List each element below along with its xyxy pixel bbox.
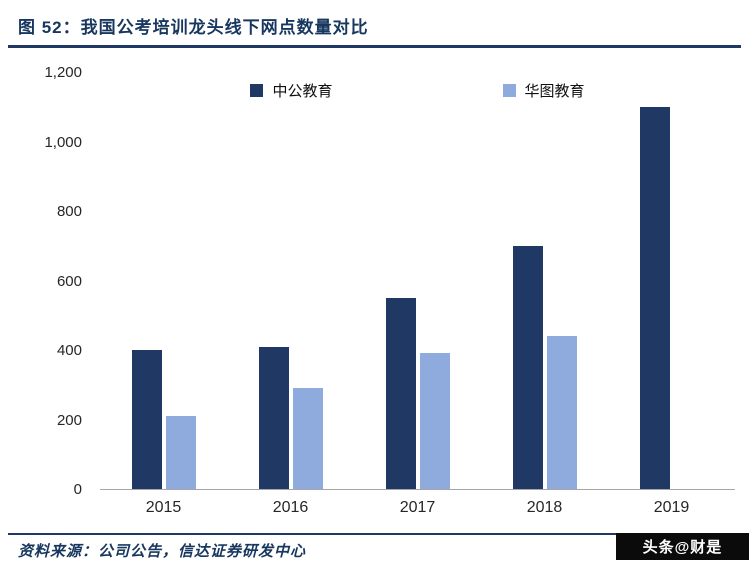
legend-swatch-icon	[250, 84, 264, 97]
source-note: 资料来源：公司公告，信达证券研发中心	[18, 544, 307, 560]
chart-bar-series1-2018	[512, 246, 543, 489]
x-axis: 2015 2016 2017 2018 2019	[100, 499, 735, 517]
x-tick-label: 2019	[653, 499, 690, 516]
y-tick-label: 1,200	[44, 64, 82, 81]
plot-area	[100, 73, 735, 490]
y-tick-label: 200	[56, 411, 82, 429]
chart-bar-series2-2017	[419, 353, 450, 489]
chart-legend: 中公教育 华图教育	[100, 80, 735, 101]
x-tick-label: 2018	[526, 499, 563, 516]
x-tick-label: 2016	[272, 499, 309, 516]
legend-swatch-icon	[502, 84, 516, 97]
y-tick-label: 600	[56, 272, 82, 290]
title-divider	[8, 45, 741, 48]
x-tick-label: 2017	[399, 499, 436, 516]
y-tick-label: 400	[56, 342, 82, 359]
chart-bar-series1-2019	[639, 107, 670, 489]
y-tick-label: 1,000	[44, 133, 82, 151]
chart-bar-series1-2017	[385, 298, 416, 489]
footer-divider	[8, 533, 741, 535]
y-axis: 1,200 1,000 800 600 400 200 0	[0, 64, 82, 498]
chart-bar-series1-2015	[131, 350, 162, 489]
y-tick-label: 800	[56, 203, 82, 220]
y-tick-label: 0	[73, 481, 82, 498]
chart-bar-series2-2018	[546, 336, 577, 489]
legend-item: 华图教育	[502, 80, 585, 101]
watermark-badge: 头条@财是	[616, 533, 749, 560]
x-tick-label: 2015	[145, 499, 182, 516]
chart-bar-series1-2016	[258, 347, 289, 489]
legend-label: 华图教育	[524, 83, 585, 100]
figure-title: 图 52：我国公考培训龙头线下网点数量对比	[18, 18, 369, 37]
legend-label: 中公教育	[272, 83, 333, 100]
legend-item: 中公教育	[250, 80, 333, 101]
chart-bar-series2-2015	[165, 416, 196, 489]
chart-bar-series2-2016	[292, 388, 323, 489]
